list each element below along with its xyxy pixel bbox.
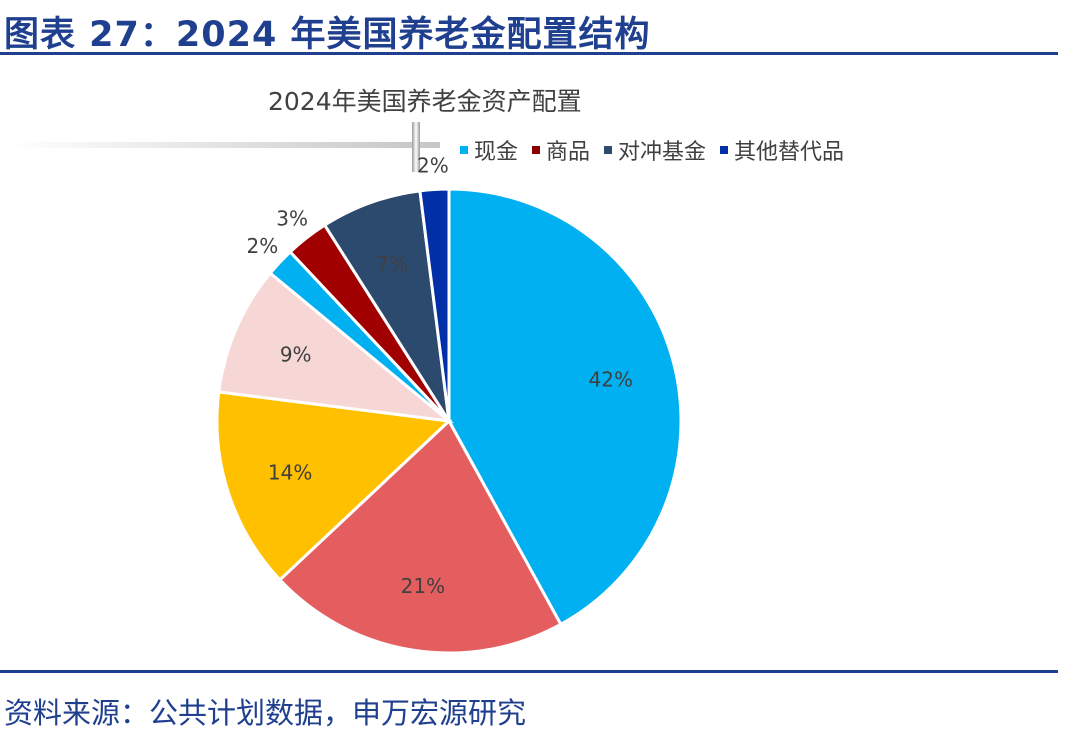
pie-slice	[322, 189, 451, 422]
legend-item-cash: 现金	[460, 134, 518, 166]
source-note: 资料来源：公共计划数据，申万宏源研究	[4, 696, 527, 730]
legend-swatch-commodities	[532, 146, 541, 154]
figure-title: 图表 27：2024 年美国养老金配置结构	[4, 15, 651, 55]
legend-label-commodities: 商品	[546, 140, 591, 165]
title-divider	[0, 52, 1058, 55]
legend-swatch-cash	[460, 146, 468, 154]
legend-item-other-alternatives: 其他替代品	[720, 134, 844, 166]
slice-label: 7%	[377, 252, 409, 276]
pie-slice	[418, 187, 451, 422]
slice-label: 2%	[417, 154, 449, 178]
legend-label-hedge-funds: 对冲基金	[618, 140, 707, 165]
slice-label: 14%	[268, 461, 312, 485]
slice-label: 2%	[247, 234, 279, 258]
legend-swatch-hedge-funds	[604, 146, 613, 154]
legend-label-other-alternatives: 其他替代品	[734, 140, 845, 165]
slice-label: 21%	[401, 574, 445, 598]
legend-clipped-area	[10, 142, 440, 148]
legend-item-commodities: 商品	[532, 134, 590, 166]
legend-label-cash: 现金	[474, 140, 519, 165]
legend-swatch-other-alternatives	[720, 146, 729, 154]
footer-divider	[0, 670, 1058, 673]
pie-slice	[217, 271, 454, 424]
pie-slice	[447, 187, 683, 627]
pie-slice	[215, 390, 453, 582]
slice-label: 9%	[280, 343, 312, 367]
slice-label: 42%	[589, 367, 633, 391]
chart-title: 2024年美国养老金资产配置	[268, 87, 582, 116]
legend-item-hedge-funds: 对冲基金	[604, 134, 706, 166]
legend-scroll-marker	[412, 122, 420, 172]
pie-slice	[277, 418, 563, 655]
chart-legend: 现金 商品 对冲基金 其他替代品	[460, 134, 844, 166]
slice-label: 3%	[276, 207, 308, 231]
